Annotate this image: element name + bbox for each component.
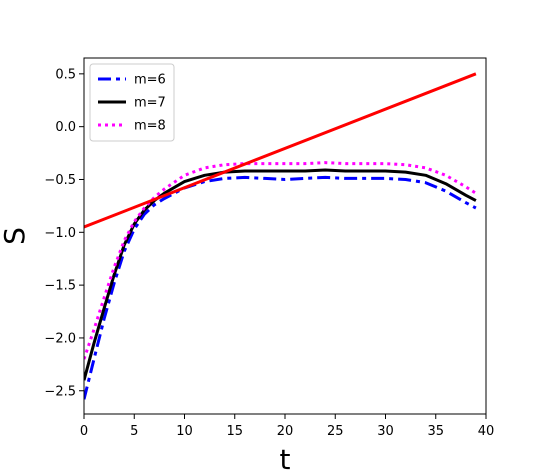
x-tick-label: 5 <box>130 424 138 439</box>
legend-label: m=8 <box>134 119 166 134</box>
y-tick-label: −1.5 <box>44 279 76 294</box>
y-axis-title: S <box>0 227 31 245</box>
y-tick-label: −0.5 <box>44 173 76 188</box>
x-tick-label: 10 <box>176 424 193 439</box>
series-line-3 <box>84 163 476 360</box>
x-tick-label: 40 <box>478 424 495 439</box>
legend-label: m=7 <box>134 96 166 111</box>
x-tick-label: 25 <box>327 424 344 439</box>
y-tick-label: −2.5 <box>44 384 76 399</box>
series-line-2 <box>84 170 476 380</box>
y-tick-label: −1.0 <box>44 226 76 241</box>
legend-label: m=6 <box>134 73 166 88</box>
y-tick-label: −2.0 <box>44 331 76 346</box>
x-tick-label: 20 <box>277 424 294 439</box>
x-tick-label: 35 <box>427 424 444 439</box>
x-tick-label: 0 <box>80 424 88 439</box>
y-tick-label: 0.5 <box>55 67 76 82</box>
x-tick-label: 30 <box>377 424 394 439</box>
x-tick-label: 15 <box>226 424 243 439</box>
y-tick-label: 0.0 <box>55 120 76 135</box>
legend: m=6 m=7 m=8 <box>90 64 174 141</box>
x-axis-title: t <box>280 443 291 475</box>
